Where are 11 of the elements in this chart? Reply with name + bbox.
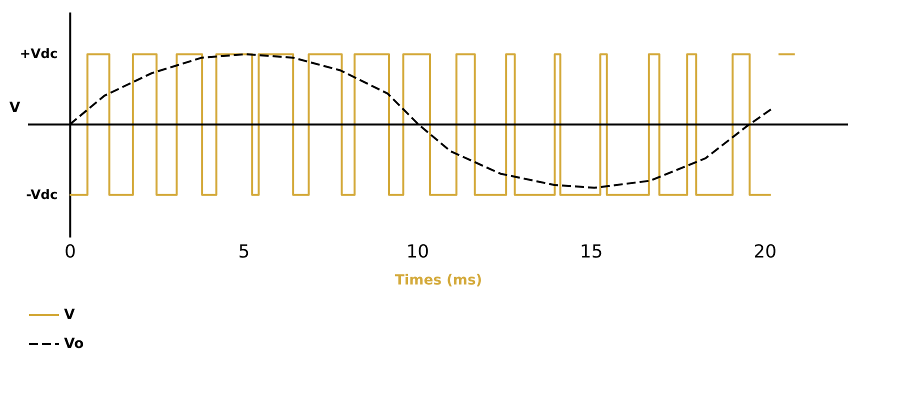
legend-label: Vo	[64, 336, 84, 352]
annotation: -Vdc	[26, 188, 58, 203]
x-tick-label: 10	[406, 242, 430, 262]
y-axis-title: V	[9, 100, 20, 116]
annotation: +Vdc	[20, 47, 58, 62]
legend-label: V	[64, 307, 75, 323]
x-tick-label: 5	[238, 242, 250, 262]
x-tick-label: 0	[64, 242, 76, 262]
x-tick-label: 20	[754, 242, 777, 262]
x-axis-title: Times (ms)	[394, 272, 482, 288]
x-tick-label: 15	[580, 242, 603, 262]
